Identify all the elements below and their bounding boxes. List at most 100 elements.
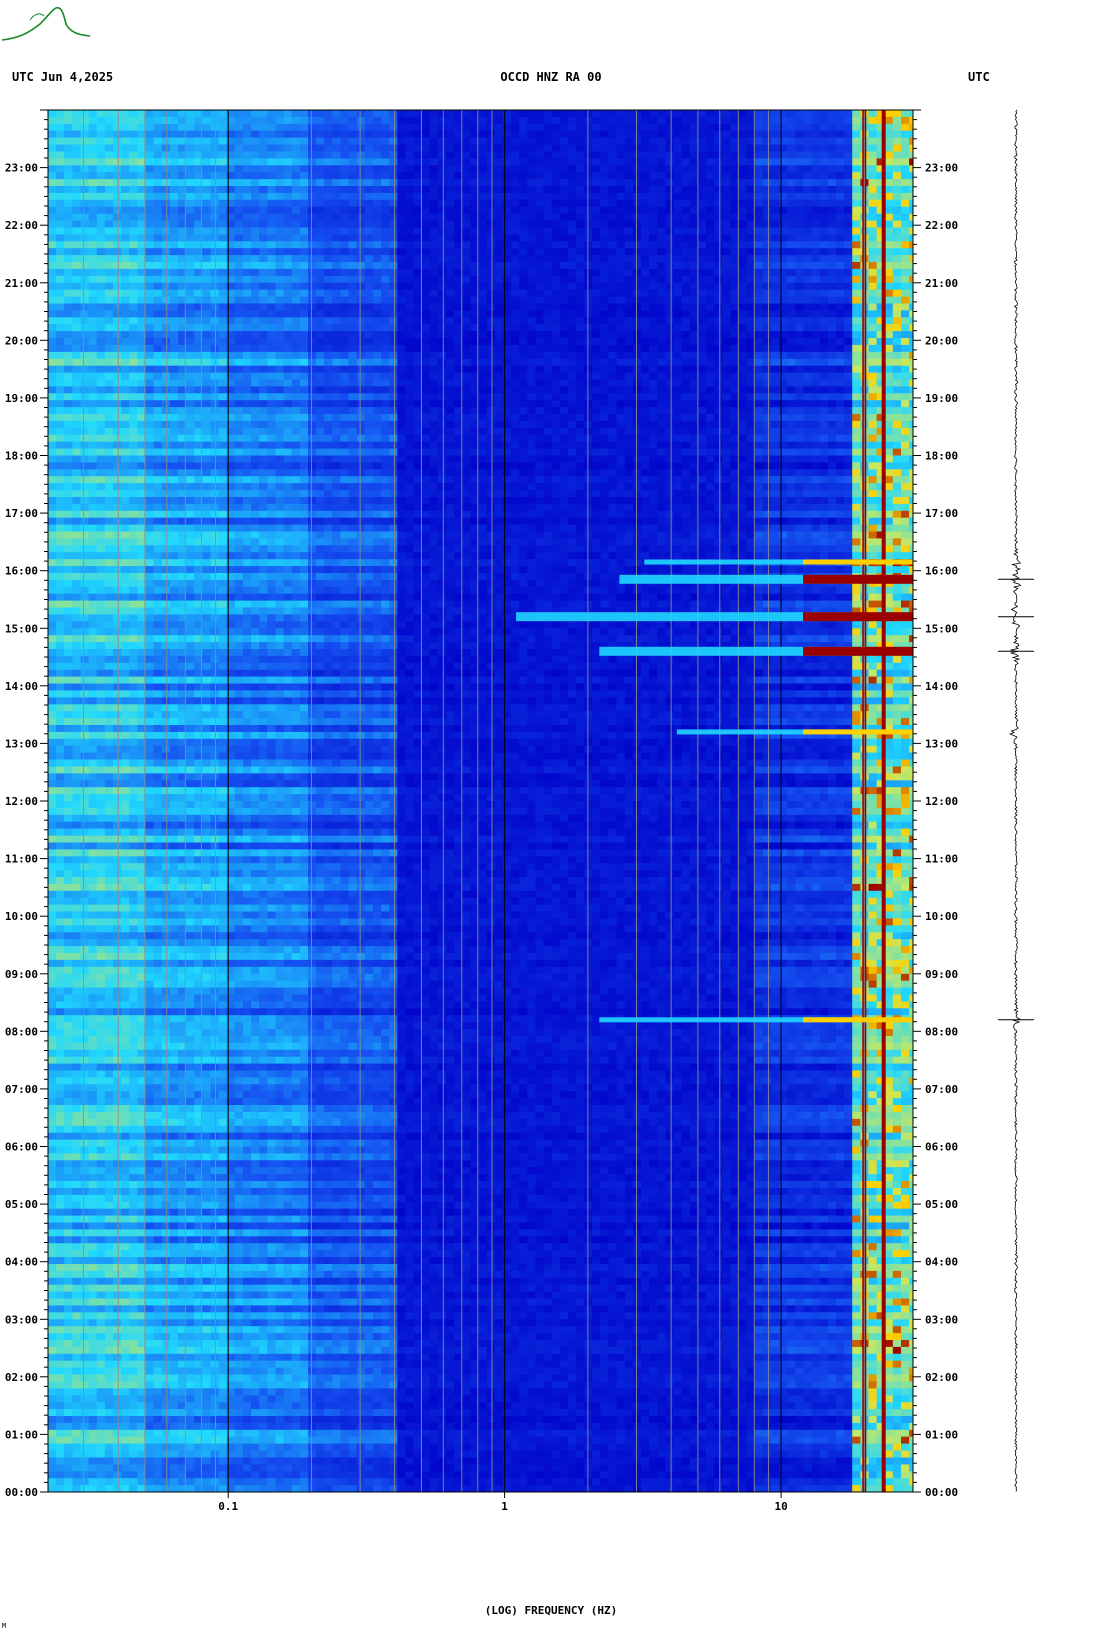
heat-cell: [657, 310, 666, 317]
heat-cell: [893, 345, 902, 352]
heat-cell: [113, 324, 122, 331]
heat-cell: [300, 276, 309, 283]
heat-cell: [706, 352, 715, 359]
heat-cell: [243, 200, 252, 207]
heat-cell: [365, 290, 374, 297]
heat-cell: [544, 131, 553, 138]
heat-cell: [527, 193, 536, 200]
heat-cell: [154, 158, 163, 165]
heat-cell: [121, 366, 130, 373]
heat-cell: [446, 262, 455, 269]
heat-cell: [649, 152, 658, 159]
heat-cell: [373, 276, 382, 283]
heat-cell: [885, 241, 894, 248]
heat-cell: [722, 214, 731, 221]
heat-cell: [251, 248, 260, 255]
heat-cell: [560, 269, 569, 276]
heat-cell: [665, 228, 674, 235]
heat-cell: [852, 158, 861, 165]
heat-cell: [357, 131, 366, 138]
heat-cell: [308, 241, 317, 248]
heat-cell: [121, 352, 130, 359]
heat-cell: [146, 331, 155, 338]
heat-cell: [665, 269, 674, 276]
heat-cell: [284, 428, 293, 435]
heat-cell: [519, 200, 528, 207]
heat-cell: [714, 214, 723, 221]
heat-cell: [600, 317, 609, 324]
heat-cell: [844, 269, 853, 276]
heat-cell: [690, 269, 699, 276]
heat-cell: [722, 414, 731, 421]
heat-cell: [113, 131, 122, 138]
heat-cell: [755, 172, 764, 179]
heat-cell: [48, 214, 57, 221]
heat-cell: [276, 373, 285, 380]
heat-cell: [332, 179, 341, 186]
heat-cell: [300, 214, 309, 221]
heat-cell: [72, 255, 81, 262]
heat-cell: [674, 359, 683, 366]
heat-cell: [48, 380, 57, 387]
heat-cell: [349, 297, 358, 304]
heat-cell: [462, 193, 471, 200]
heat-cell: [714, 414, 723, 421]
heat-cell: [852, 172, 861, 179]
heat-cell: [511, 380, 520, 387]
heat-cell: [519, 228, 528, 235]
heat-cell: [259, 276, 268, 283]
heat-cell: [332, 324, 341, 331]
heat-cell: [365, 207, 374, 214]
heat-cell: [89, 324, 98, 331]
heat-cell: [755, 221, 764, 228]
heat-cell: [316, 276, 325, 283]
heat-cell: [365, 110, 374, 117]
heat-cell: [170, 262, 179, 269]
heat-cell: [202, 373, 211, 380]
heat-cell: [357, 214, 366, 221]
heat-cell: [243, 407, 252, 414]
heat-cell: [852, 117, 861, 124]
heat-cell: [113, 269, 122, 276]
heat-cell: [211, 186, 220, 193]
heat-cell: [438, 290, 447, 297]
heat-cell: [267, 255, 276, 262]
heat-cell: [235, 324, 244, 331]
heat-cell: [584, 145, 593, 152]
heat-cell: [584, 228, 593, 235]
heat-cell: [381, 145, 390, 152]
heat-cell: [276, 407, 285, 414]
heat-cell: [511, 421, 520, 428]
heat-cell: [81, 152, 90, 159]
heat-cell: [81, 352, 90, 359]
heat-cell: [292, 290, 301, 297]
heat-cell: [633, 373, 642, 380]
heat-cell: [698, 165, 707, 172]
heat-cell: [292, 117, 301, 124]
heat-cell: [779, 380, 788, 387]
heat-cell: [365, 386, 374, 393]
heat-cell: [625, 214, 634, 221]
heat-cell: [544, 373, 553, 380]
heat-cell: [844, 366, 853, 373]
heat-cell: [462, 241, 471, 248]
heat-cell: [308, 304, 317, 311]
heat-cell: [609, 214, 618, 221]
heat-cell: [641, 283, 650, 290]
heat-cell: [316, 283, 325, 290]
heat-cell: [462, 269, 471, 276]
heat-cell: [600, 359, 609, 366]
heat-cell: [600, 421, 609, 428]
heat-cell: [763, 386, 772, 393]
heat-cell: [795, 221, 804, 228]
heat-cell: [211, 366, 220, 373]
heat-cell: [276, 386, 285, 393]
heat-cell: [836, 359, 845, 366]
heat-cell: [901, 193, 910, 200]
heat-cell: [592, 407, 601, 414]
heat-cell: [389, 276, 398, 283]
heat-cell: [487, 131, 496, 138]
heat-cell: [511, 165, 520, 172]
heat-cell: [779, 304, 788, 311]
heat-cell: [162, 393, 171, 400]
